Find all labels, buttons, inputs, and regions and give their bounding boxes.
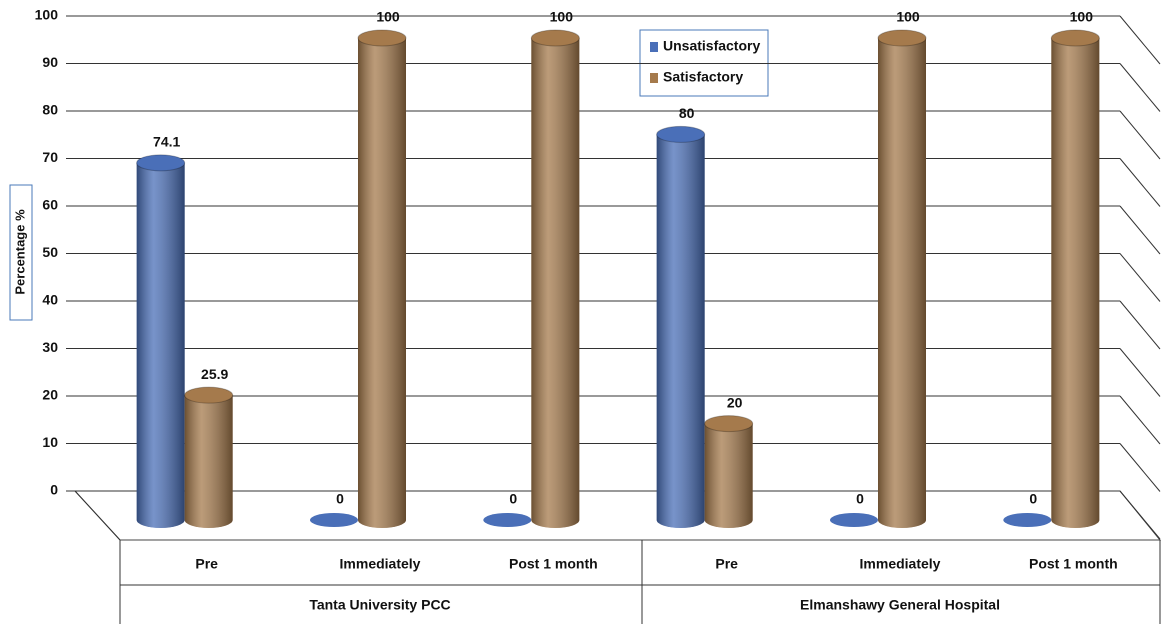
y-tick-label: 30 xyxy=(42,339,58,355)
cylinder-top xyxy=(877,29,927,47)
legend-swatch xyxy=(650,73,658,83)
value-label: 100 xyxy=(550,9,574,25)
grid-line xyxy=(1119,63,1161,112)
value-label: 100 xyxy=(1070,9,1094,25)
grid-line xyxy=(1119,253,1161,302)
x-tick-label: Post 1 month xyxy=(1029,556,1118,572)
y-tick-label: 0 xyxy=(50,482,58,498)
cylinder-shade xyxy=(704,423,753,528)
value-label: 80 xyxy=(679,105,695,121)
value-label: 74.1 xyxy=(153,134,180,150)
y-tick-label: 40 xyxy=(42,292,58,308)
value-label: 0 xyxy=(1029,491,1037,507)
legend-swatch xyxy=(650,42,658,52)
cylinder-top xyxy=(704,415,754,433)
group-label: Tanta University PCC xyxy=(309,597,450,613)
y-axis-label: Percentage % xyxy=(12,209,27,295)
group-label: Elmanshawy General Hospital xyxy=(800,597,1000,613)
value-label: 20 xyxy=(727,394,743,410)
value-label: 100 xyxy=(376,9,400,25)
cylinder-top xyxy=(656,125,706,143)
grid-line xyxy=(1119,300,1161,350)
y-tick-label: 70 xyxy=(42,149,58,165)
cylinder-base xyxy=(830,513,878,527)
floor xyxy=(73,490,1161,541)
value-label: 0 xyxy=(856,491,864,507)
cylinder-shade xyxy=(184,395,233,528)
y-tick-label: 60 xyxy=(42,197,58,213)
cylinder-top xyxy=(357,29,407,47)
cylinder-top xyxy=(530,29,580,47)
grid-line xyxy=(1119,490,1161,540)
cylinder-shade xyxy=(358,38,406,528)
grid-line xyxy=(1119,348,1161,397)
grid-line xyxy=(1119,443,1161,492)
grid-line xyxy=(1119,15,1161,65)
value-label: 0 xyxy=(336,491,344,507)
y-tick-label: 20 xyxy=(42,387,58,403)
legend-label: Unsatisfactory xyxy=(663,38,760,54)
x-tick-label: Pre xyxy=(195,556,218,572)
x-tick-label: Pre xyxy=(715,556,738,572)
y-tick-label: 80 xyxy=(42,102,58,118)
value-label: 0 xyxy=(509,491,517,507)
cylinder-shade xyxy=(878,38,926,528)
value-label: 100 xyxy=(896,9,920,25)
cylinder-top xyxy=(184,386,234,404)
value-label: 25.9 xyxy=(201,366,228,382)
x-tick-label: Immediately xyxy=(340,556,421,572)
grid-line xyxy=(1119,110,1161,160)
cylinder-shade xyxy=(136,162,185,528)
y-tick-label: 100 xyxy=(35,7,59,23)
cylinder-shade xyxy=(531,38,580,528)
x-tick-label: Immediately xyxy=(860,556,941,572)
grid-line xyxy=(1119,158,1161,207)
y-tick-label: 10 xyxy=(42,434,58,450)
y-tick-label: 90 xyxy=(42,54,58,70)
grid-line xyxy=(1119,205,1161,255)
cylinder-base xyxy=(310,513,358,527)
cylinder-top xyxy=(136,154,186,172)
grid-line xyxy=(1119,395,1161,445)
legend-label: Satisfactory xyxy=(663,69,743,85)
cylinder-base xyxy=(483,513,532,527)
cylinder-top xyxy=(1050,29,1100,47)
y-label-box xyxy=(9,184,33,321)
cylinder-shade xyxy=(656,134,705,528)
cylinder-shade xyxy=(1051,38,1100,528)
y-tick-label: 50 xyxy=(42,244,58,260)
x-tick-label: Post 1 month xyxy=(509,556,598,572)
floor-edge xyxy=(74,490,121,541)
cylinder-base xyxy=(1003,513,1052,527)
